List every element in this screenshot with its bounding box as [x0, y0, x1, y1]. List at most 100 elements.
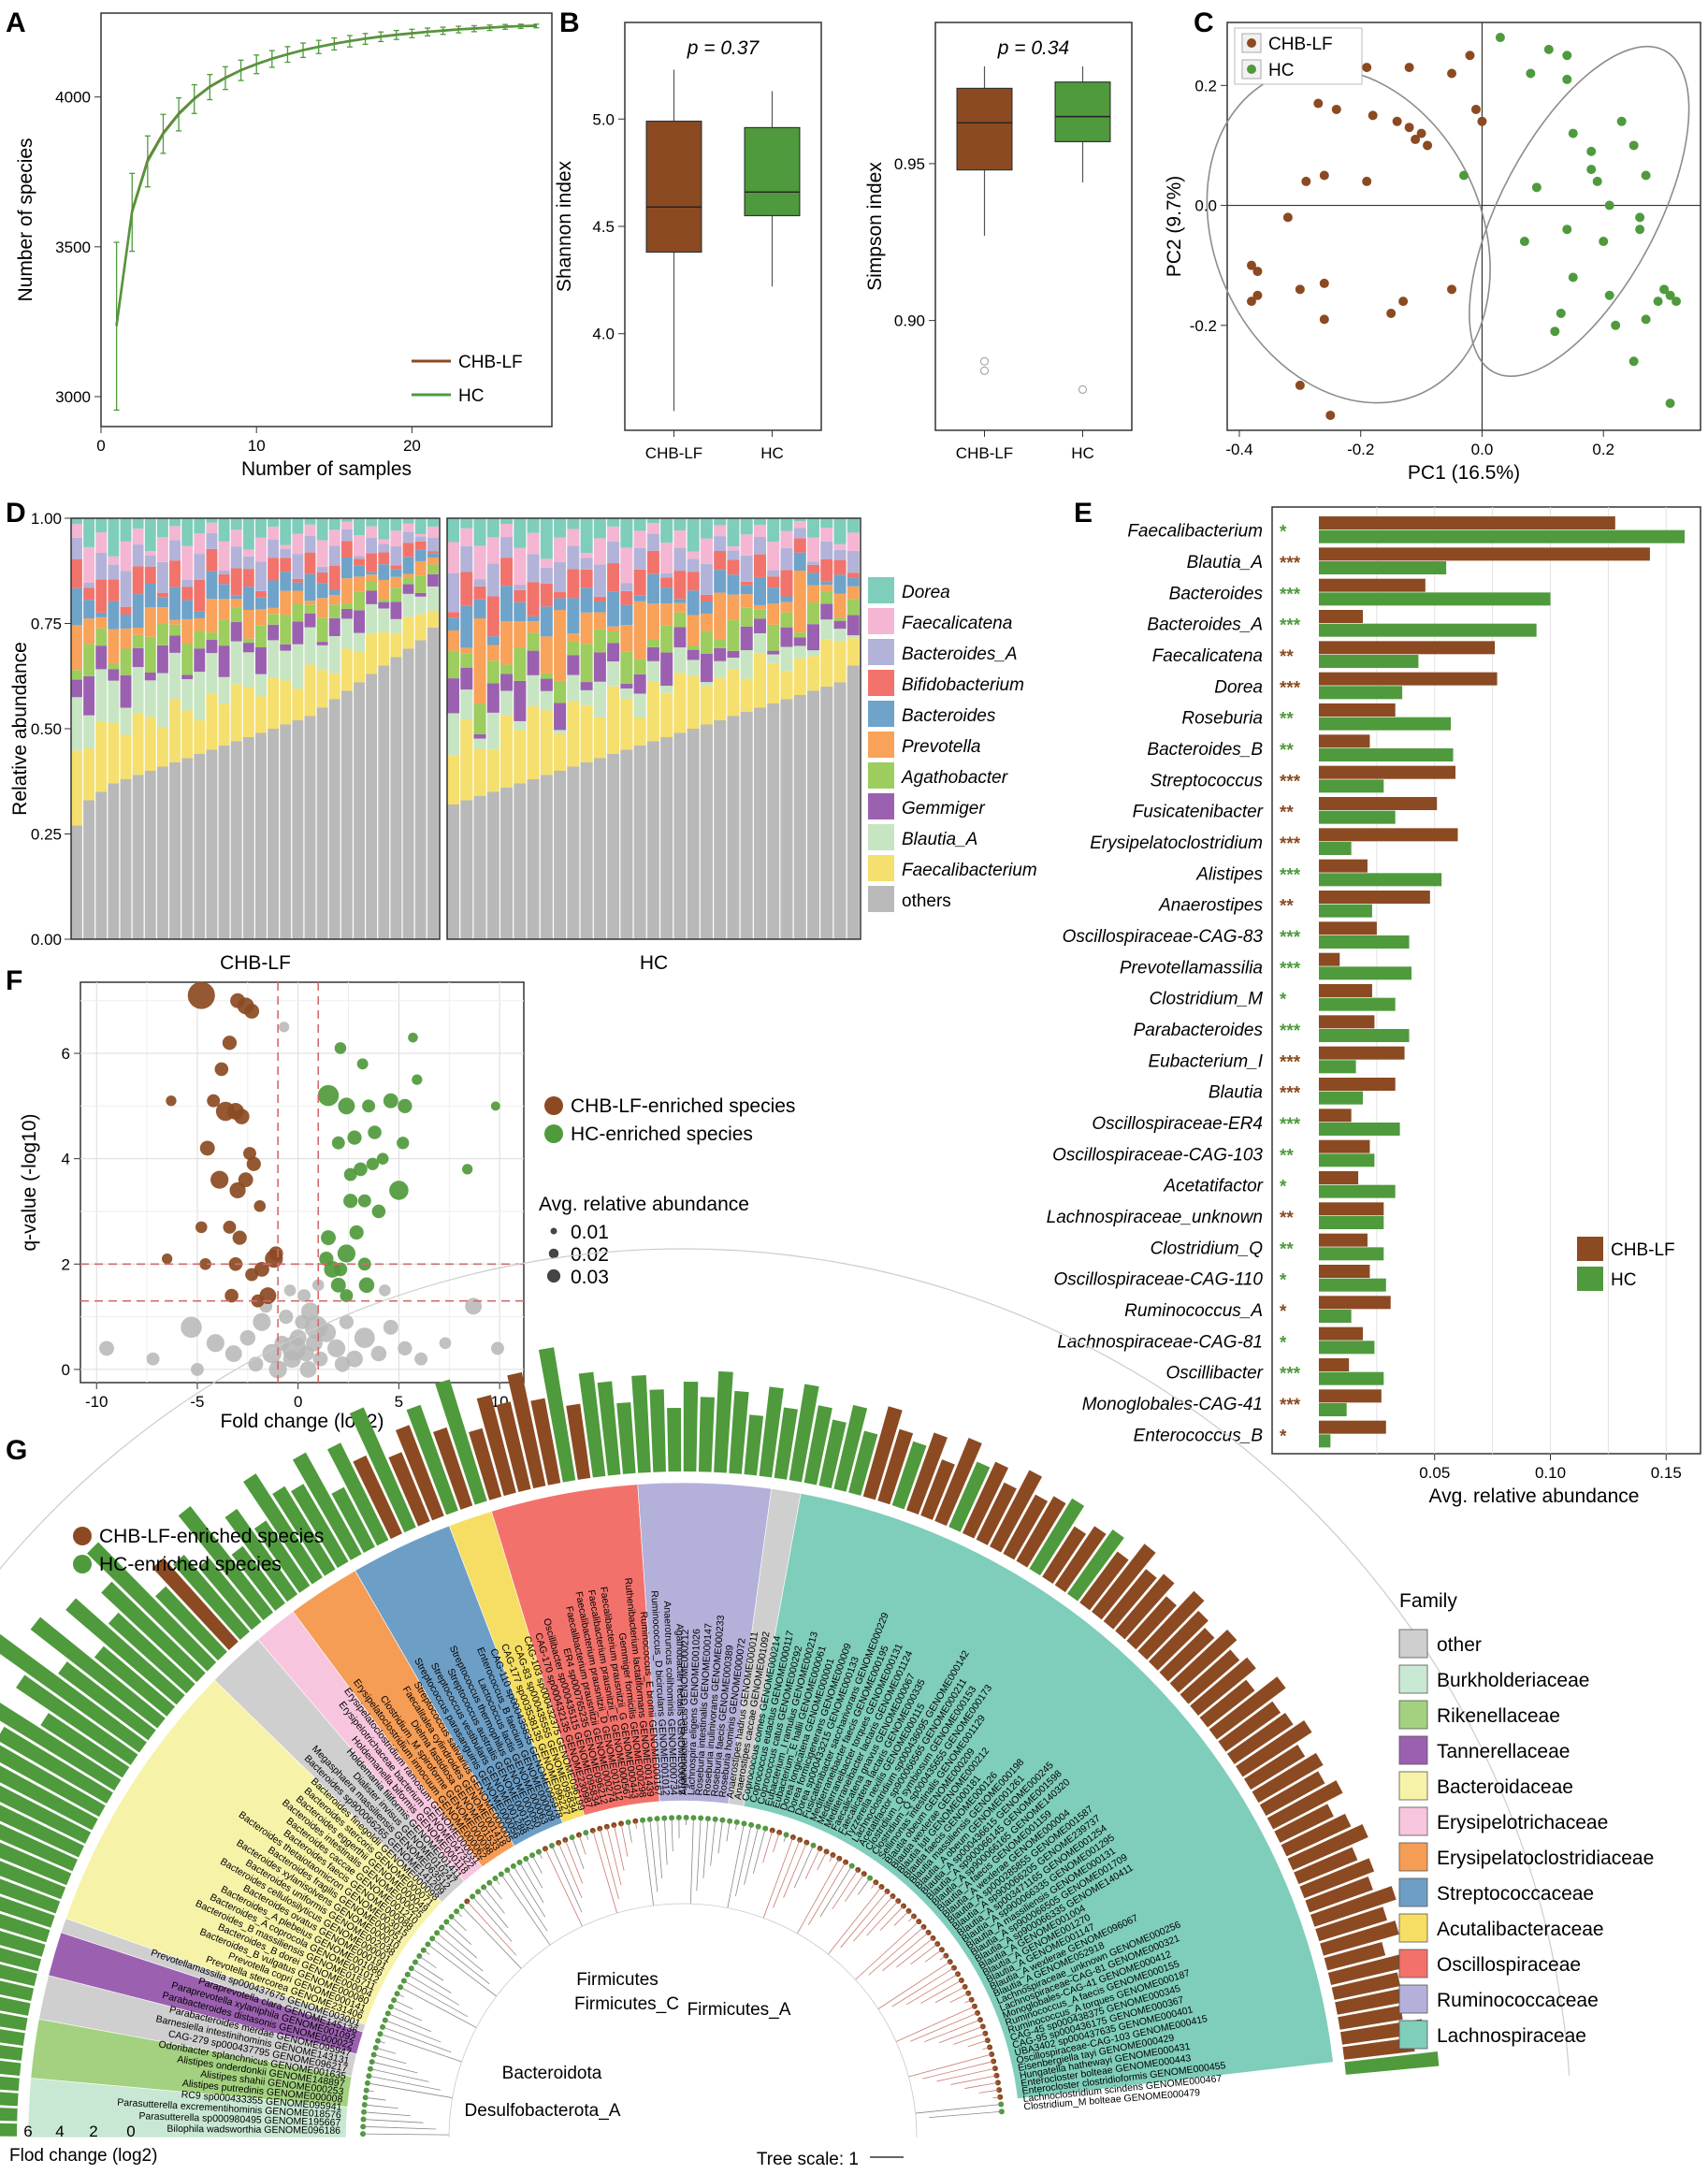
fold-change-bar — [649, 1389, 666, 1472]
panel-e-genus-barh: Faecalibacterium *Blautia_A ***Bacteroides… — [1047, 506, 1701, 1507]
bar-hc — [1319, 1091, 1364, 1105]
scatter-point-hc — [358, 1277, 375, 1294]
legend-label: HC — [458, 386, 484, 406]
stack-segment — [806, 585, 820, 603]
stack-segment — [242, 518, 254, 550]
stack-segment-others — [242, 737, 254, 939]
stack-segment — [427, 564, 439, 574]
stack-segment — [169, 699, 181, 762]
y-tick-label: 4000 — [55, 89, 91, 107]
stack-segment — [218, 574, 230, 585]
stack-segment — [700, 686, 713, 725]
tree-branch — [853, 1895, 893, 1942]
stack-segment — [646, 639, 659, 647]
stack-segment — [727, 559, 740, 575]
y-axis-label: Shannon index — [554, 160, 575, 292]
scatter-point-hc — [343, 1194, 358, 1209]
x-axis-label: Number of samples — [241, 458, 412, 480]
stack-segment — [793, 552, 806, 572]
fold-change-bar — [803, 1405, 832, 1486]
stack-segment-others — [514, 783, 527, 939]
fold-change-bar — [0, 1930, 46, 1957]
stack-segment-others — [460, 800, 473, 939]
tree-branch — [907, 1916, 915, 1922]
stack-segment — [156, 561, 168, 593]
stack-segment — [292, 518, 304, 534]
fold-change-bar — [1149, 1610, 1209, 1671]
significance-marker: *** — [1280, 959, 1301, 978]
scatter-point — [1477, 116, 1487, 126]
scatter-point-chb-lf — [207, 1094, 221, 1108]
stack-segment — [473, 579, 486, 587]
stack-segment — [378, 564, 390, 580]
stack-segment — [316, 642, 328, 645]
scatter-point — [1659, 284, 1670, 295]
stack-segment — [607, 563, 620, 592]
fold-change-bar — [0, 1861, 66, 1900]
stack-segment — [316, 583, 328, 599]
stack-segment — [567, 598, 580, 634]
x-tick-label: CHB-LF — [645, 444, 702, 462]
fold-change-bar — [291, 1484, 349, 1569]
scatter-point — [1392, 116, 1402, 126]
stack-segment — [132, 528, 144, 545]
y-tick-label: -0.2 — [1190, 317, 1217, 335]
tree-branch — [419, 1955, 437, 1968]
fold-change-bar — [1243, 1745, 1306, 1790]
legend-swatch — [868, 824, 894, 850]
stack-segment — [460, 719, 473, 801]
fold-change-bar — [0, 1842, 72, 1886]
stack-segment — [255, 597, 267, 609]
bar-hc — [1319, 1060, 1356, 1074]
stack-segment — [218, 518, 230, 542]
stack-segment — [169, 587, 181, 620]
bar-hc — [1319, 810, 1396, 824]
stack-segment — [793, 632, 806, 638]
fold-tick-label: 6 — [23, 2123, 32, 2140]
stack-segment — [366, 574, 378, 581]
tree-branch — [578, 1834, 586, 1855]
stack-segment — [427, 551, 439, 554]
stack-segment — [780, 671, 793, 700]
scatter-point-nonsig — [370, 1345, 387, 1362]
bar-chb-lf — [1319, 1358, 1350, 1371]
fold-change-bar — [759, 1386, 784, 1478]
fold-change-bar — [0, 2092, 19, 2107]
y-tick-label: 0.90 — [894, 312, 925, 330]
stack-segment — [316, 670, 328, 708]
stack-segment — [486, 683, 499, 713]
stack-segment — [378, 539, 390, 544]
significance-marker: *** — [1280, 865, 1301, 885]
stack-segment — [390, 569, 402, 577]
fold-change-bar — [469, 1428, 502, 1500]
scatter-point-hc — [317, 1084, 340, 1107]
legend-swatch — [1247, 65, 1256, 74]
stack-segment — [95, 579, 108, 613]
y-tick-label: 2 — [62, 1255, 70, 1273]
stack-segment — [833, 574, 847, 594]
stack-segment — [540, 567, 553, 584]
stack-segment — [687, 645, 700, 650]
stack-segment — [700, 518, 713, 539]
stack-segment — [414, 575, 427, 593]
stack-segment — [633, 595, 646, 601]
scatter-point-nonsig — [279, 1309, 294, 1325]
tree-branch — [384, 2020, 441, 2043]
tree-branch — [744, 1826, 760, 1885]
stack-segment — [540, 710, 553, 775]
stack-segment — [673, 547, 687, 572]
stack-segment — [206, 632, 218, 641]
stack-segment — [292, 621, 304, 645]
stack-segment — [447, 630, 460, 651]
box-outlier — [980, 356, 989, 366]
stack-segment — [714, 592, 727, 640]
scatter-point-hc — [383, 1093, 398, 1109]
stack-segment — [280, 518, 292, 545]
tree-branch — [671, 1818, 673, 1852]
family-legend-swatch — [1398, 2020, 1428, 2050]
scatter-point-chb-lf — [238, 1172, 253, 1188]
stack-segment — [593, 518, 606, 539]
fold-change-bar — [597, 1381, 621, 1476]
tree-branch — [727, 1823, 745, 1908]
stack-segment — [847, 550, 860, 573]
